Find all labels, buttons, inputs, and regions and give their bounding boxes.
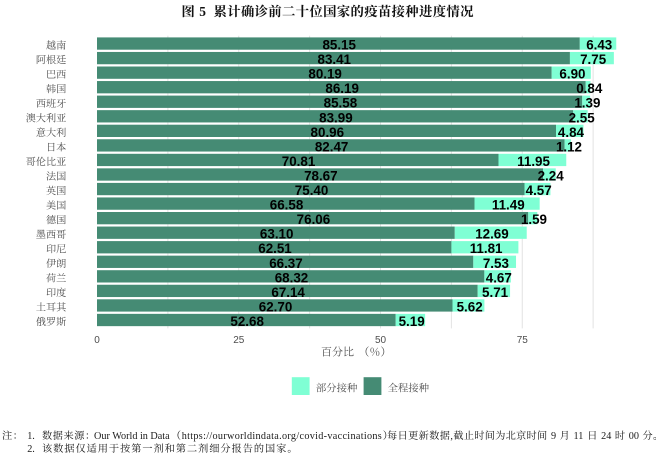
- svg-text:76.06: 76.06: [297, 212, 331, 227]
- svg-text:4.57: 4.57: [526, 183, 552, 198]
- svg-text:9: 9: [551, 431, 556, 442]
- svg-text:12.69: 12.69: [475, 227, 509, 242]
- svg-text:7.75: 7.75: [580, 52, 607, 67]
- svg-text:75.40: 75.40: [295, 183, 329, 198]
- svg-text:24: 24: [601, 431, 611, 442]
- svg-text:52.68: 52.68: [230, 314, 264, 329]
- svg-text:85.58: 85.58: [324, 96, 358, 111]
- svg-text:2.: 2.: [27, 444, 35, 455]
- svg-text:62.70: 62.70: [259, 299, 293, 314]
- svg-text:68.32: 68.32: [275, 270, 309, 285]
- svg-text:66.37: 66.37: [269, 256, 303, 271]
- svg-text:4.84: 4.84: [558, 125, 585, 140]
- svg-text:11.95: 11.95: [517, 154, 550, 169]
- svg-text:2.24: 2.24: [538, 168, 565, 183]
- svg-text:00: 00: [629, 431, 639, 442]
- svg-text:7.53: 7.53: [483, 256, 509, 271]
- svg-text:1.: 1.: [27, 431, 35, 442]
- svg-text:83.41: 83.41: [318, 52, 352, 67]
- svg-text:62.51: 62.51: [258, 241, 292, 256]
- svg-text:Our World in Data: Our World in Data: [94, 431, 170, 442]
- svg-text:11: 11: [574, 431, 584, 442]
- svg-text:4.67: 4.67: [486, 270, 512, 285]
- svg-text:67.14: 67.14: [271, 285, 305, 300]
- svg-text:70.81: 70.81: [282, 154, 316, 169]
- svg-text:0: 0: [94, 335, 100, 346]
- svg-text:1.59: 1.59: [521, 212, 547, 227]
- svg-text:5.71: 5.71: [482, 285, 509, 300]
- svg-text:80.19: 80.19: [308, 67, 342, 82]
- svg-text:1.12: 1.12: [556, 139, 582, 154]
- svg-text:66.58: 66.58: [270, 198, 304, 213]
- svg-text:75: 75: [517, 335, 529, 346]
- svg-text:https://ourworldindata.org/cov: https://ourworldindata.org/covid-vaccina…: [182, 431, 382, 442]
- svg-text:11.49: 11.49: [492, 198, 525, 213]
- svg-text:6.43: 6.43: [586, 38, 612, 53]
- svg-text:25: 25: [233, 335, 245, 346]
- svg-text:,: ,: [450, 431, 453, 442]
- svg-text:5: 5: [199, 4, 206, 19]
- svg-text:1.39: 1.39: [574, 96, 600, 111]
- svg-text:6.90: 6.90: [559, 67, 585, 82]
- svg-text:50: 50: [375, 335, 387, 346]
- svg-text:63.10: 63.10: [260, 227, 294, 242]
- svg-text:78.67: 78.67: [304, 168, 338, 183]
- svg-text:5.19: 5.19: [399, 314, 425, 329]
- svg-text:80.96: 80.96: [311, 125, 345, 140]
- svg-text:0.84: 0.84: [576, 81, 603, 96]
- svg-text:85.15: 85.15: [322, 38, 356, 53]
- svg-text:2.55: 2.55: [569, 110, 596, 125]
- svg-text:11.81: 11.81: [470, 241, 503, 256]
- svg-text:86.19: 86.19: [325, 81, 359, 96]
- svg-text:83.99: 83.99: [319, 110, 353, 125]
- svg-text:82.47: 82.47: [315, 139, 349, 154]
- svg-text:5.62: 5.62: [457, 299, 483, 314]
